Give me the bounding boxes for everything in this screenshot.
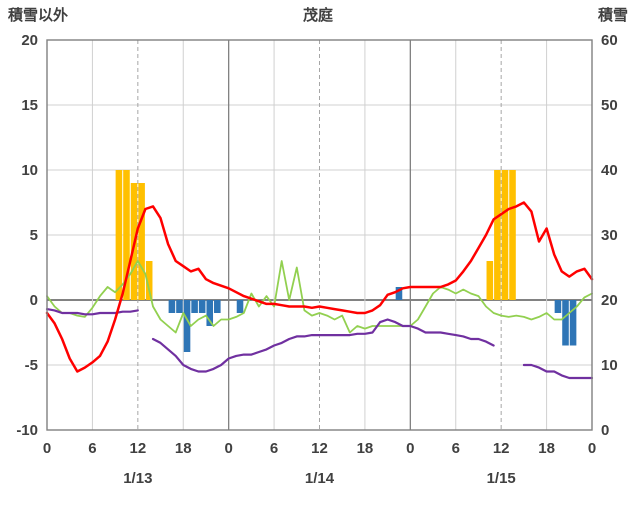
x-tick-label: 0 (224, 440, 232, 457)
y-left-tick-label: 20 (21, 32, 38, 49)
orange-bars-bar (138, 183, 145, 300)
orange-bars-bar (115, 170, 123, 300)
blue-bars-bar (562, 300, 569, 346)
right-axis-title: 積雪 (597, 7, 628, 24)
day-label: 1/13 (123, 470, 152, 487)
x-tick-label: 0 (406, 440, 414, 457)
x-tick-label: 12 (493, 440, 510, 457)
day-label: 1/15 (487, 470, 516, 487)
blue-bars-bar (236, 300, 244, 313)
orange-bars-bar (123, 170, 130, 300)
y-right-tick-label: 10 (601, 357, 618, 374)
orange-bars-bar (509, 170, 516, 300)
y-right-tick-label: 50 (601, 97, 618, 114)
green-line (46, 260, 593, 334)
chart-title: 茂庭 (302, 7, 333, 24)
x-tick-label: 18 (175, 440, 192, 457)
x-tick-label: 6 (452, 440, 460, 457)
orange-bars-bar (494, 170, 501, 300)
orange-bars-bar (501, 170, 509, 300)
orange-bars-bar (145, 261, 153, 300)
y-right-tick-label: 40 (601, 162, 618, 179)
y-right-tick-label: 0 (601, 422, 609, 439)
blue-bars-bar (198, 300, 206, 313)
x-tick-label: 12 (311, 440, 328, 457)
blue-bars-bar (183, 300, 191, 352)
left-axis-title: 積雪以外 (8, 7, 69, 24)
y-left-tick-label: 15 (21, 97, 38, 114)
purple-line (45, 308, 594, 380)
y-right-tick-label: 60 (601, 32, 618, 49)
blue-bars-bar (395, 287, 403, 300)
x-tick-label: 0 (43, 440, 51, 457)
x-tick-label: 0 (588, 440, 596, 457)
y-right-tick-label: 30 (601, 227, 618, 244)
y-left-tick-label: 10 (21, 162, 38, 179)
y-left-tick-label: -10 (16, 422, 38, 439)
x-tick-label: 12 (129, 440, 146, 457)
x-tick-label: 18 (357, 440, 374, 457)
y-left-tick-label: 0 (30, 292, 38, 309)
y-left-tick-label: 5 (30, 227, 38, 244)
y-right-tick-label: 20 (601, 292, 618, 309)
x-tick-label: 18 (538, 440, 555, 457)
x-tick-label: 6 (270, 440, 278, 457)
blue-bars-bar (569, 300, 577, 346)
x-tick-label: 6 (88, 440, 96, 457)
blue-bars-bar (554, 300, 562, 313)
y-left-tick-label: -5 (25, 357, 38, 374)
orange-bars-bar (486, 261, 494, 300)
blue-bars-bar (206, 300, 214, 326)
day-label: 1/14 (305, 470, 335, 487)
plot-border (46, 39, 593, 431)
blue-bars-bar (176, 300, 183, 313)
blue-bars-bar (191, 300, 198, 313)
red-line (45, 201, 594, 373)
blue-bars-bar (214, 300, 221, 313)
blue-bars-bar (168, 300, 176, 313)
